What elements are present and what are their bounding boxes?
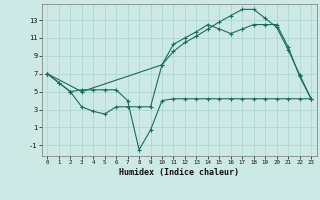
X-axis label: Humidex (Indice chaleur): Humidex (Indice chaleur) (119, 168, 239, 177)
